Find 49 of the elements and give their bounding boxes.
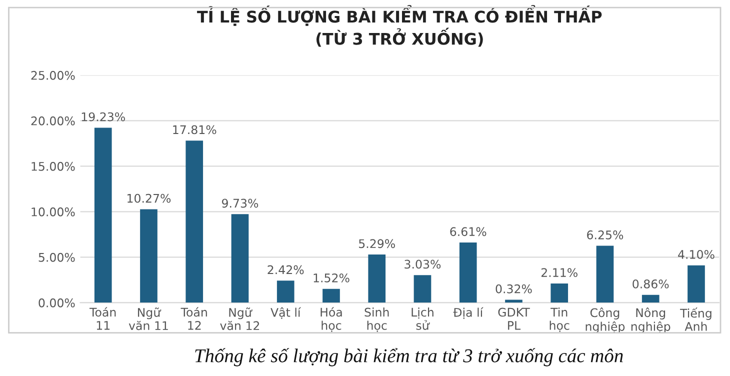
data-label: 1.52% (314, 273, 350, 282)
x-tick-label: Tiếng Anh (680, 308, 712, 331)
chart-title: TỈ LỆ SỐ LƯỢNG BÀI KIỂM TRA CÓ ĐIỂN THẤP (TỪ 3 TRỞ XUỐNG) (197, 5, 602, 47)
x-tick-label: Hóa học (320, 307, 342, 332)
data-label: 0.32% (496, 284, 532, 294)
bar (368, 254, 386, 303)
x-tick-label: Công nghiệp (586, 308, 625, 334)
data-label: 2.11% (541, 268, 578, 278)
data-label: 6.61% (450, 227, 486, 236)
bar (322, 288, 340, 303)
bar (688, 265, 705, 303)
y-tick-label: 20.00% (31, 116, 75, 126)
data-label: 19.23% (82, 112, 125, 122)
x-tick-label: Địa lí (453, 307, 484, 319)
data-label: 3.03% (404, 260, 441, 269)
y-tick-label: 15.00% (32, 162, 75, 171)
data-label: 9.73% (222, 198, 258, 208)
data-label: 17.81% (173, 125, 216, 134)
data-label: 10.27% (128, 194, 171, 203)
x-tick-label: Sinh học (364, 308, 389, 332)
y-tick-label: 25.00% (31, 70, 75, 80)
y-tick-label: 5.00% (38, 252, 75, 262)
data-label: 5.29% (359, 239, 395, 248)
bar (642, 294, 660, 303)
x-tick-label: Lịch sử (412, 308, 434, 330)
x-tick-label: Vật lí (270, 307, 302, 319)
bar (140, 209, 158, 303)
x-tick-label: GDKT PL (498, 308, 530, 330)
x-tick-label: Toán 12 (180, 307, 207, 330)
data-label: 2.42% (268, 265, 304, 274)
bar (276, 280, 294, 303)
y-tick-label: 0.00% (38, 298, 75, 308)
x-tick-label: Toán 11 (90, 307, 116, 330)
data-label: 0.86% (632, 279, 669, 288)
x-tick-label: Tin học (550, 308, 570, 332)
x-tick-label: Ngữ văn 12 (220, 308, 260, 330)
bar (596, 246, 614, 303)
x-tick-label: Nông nghiệp (631, 308, 670, 334)
text: Thống kê số lượng bài kiểm tra từ 3 trở xuống các môn (195, 348, 623, 366)
bar (550, 283, 568, 303)
data-label: 4.10% (678, 250, 714, 259)
bar (186, 140, 204, 303)
x-tick-label: Ngữ văn 11 (128, 308, 168, 330)
bar (231, 214, 249, 303)
bar (94, 128, 112, 303)
bar (414, 275, 432, 303)
data-label: 6.25% (587, 230, 624, 240)
bar (459, 242, 477, 303)
y-tick-label: 10.00% (32, 207, 75, 216)
